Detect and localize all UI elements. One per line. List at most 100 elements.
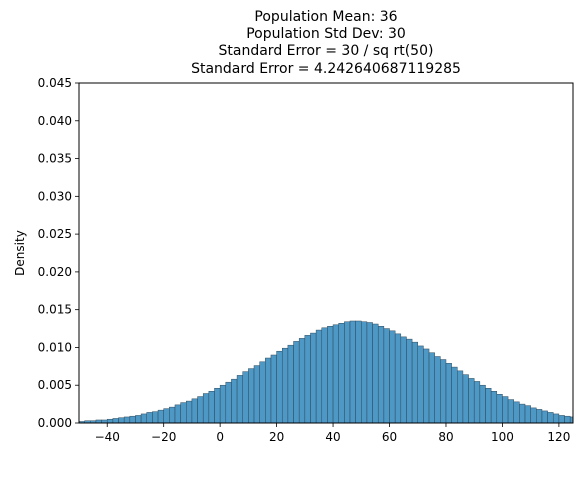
histogram-bar — [270, 354, 277, 424]
histogram-bar — [366, 322, 373, 424]
x-tick-label: 20 — [269, 430, 284, 444]
histogram-bar — [445, 363, 452, 424]
histogram-bar — [304, 335, 311, 424]
histogram-bar — [338, 323, 345, 424]
histogram-bar — [423, 348, 430, 424]
title-line-3: Standard Error = 30 / sq rt(50) — [219, 43, 434, 59]
histogram-bar — [485, 387, 492, 424]
histogram-bar — [197, 396, 204, 424]
histogram-bar — [462, 374, 469, 424]
y-tick-label: 0.005 — [38, 378, 72, 392]
histogram-bar — [287, 344, 294, 424]
histogram-bar — [502, 396, 509, 424]
x-tick-label: 60 — [382, 430, 397, 444]
histogram-bar — [186, 400, 193, 424]
y-tick-label: 0.000 — [38, 416, 72, 430]
histogram-bar — [253, 365, 260, 424]
histogram-bar — [225, 381, 232, 424]
histogram-bar — [248, 368, 255, 424]
histogram-bar — [451, 366, 458, 424]
histogram-bar — [389, 330, 396, 424]
histogram-bar — [377, 326, 385, 424]
histogram-bar — [327, 326, 334, 424]
histogram-bar — [513, 401, 520, 424]
histogram-bar — [135, 415, 142, 424]
histogram-bar — [106, 418, 114, 424]
histogram-bar — [219, 384, 227, 424]
histogram-bar — [468, 378, 475, 424]
title-line-1: Population Mean: 36 — [254, 9, 397, 25]
histogram-bar — [265, 357, 272, 424]
histogram-bar — [524, 405, 531, 424]
x-tick-label: 0 — [216, 430, 224, 444]
x-tick-label: 40 — [325, 430, 340, 444]
x-tick-label: 80 — [438, 430, 453, 444]
histogram-bar — [519, 403, 526, 424]
histogram-bar — [417, 345, 424, 424]
histogram-bar — [140, 413, 147, 424]
histogram-bar — [298, 338, 306, 424]
histogram-bar — [315, 329, 323, 424]
histogram-bar — [536, 409, 543, 424]
histogram-bar — [530, 407, 537, 424]
histogram-bar — [180, 402, 187, 424]
histogram-bar — [281, 347, 289, 424]
histogram-bar — [434, 356, 441, 424]
histogram-bar — [276, 350, 283, 424]
histogram-bar — [383, 328, 390, 424]
histogram-bar — [152, 411, 159, 424]
histogram-bar — [118, 417, 125, 424]
histogram-bar — [490, 391, 498, 424]
y-axis-ticks: 0.000 0.005 0.010 0.015 0.020 0.025 0.030 0.035… — [38, 76, 79, 430]
y-tick-label: 0.035 — [38, 152, 72, 166]
histogram-bar — [564, 415, 571, 424]
x-tick-label: 100 — [491, 430, 514, 444]
y-tick-label: 0.020 — [38, 265, 72, 279]
chart-title: Population Mean: 36 Population Std Dev: … — [191, 9, 461, 77]
y-tick-label: 0.015 — [38, 303, 72, 317]
histogram-bar — [479, 384, 486, 424]
histogram-bar — [411, 341, 418, 424]
histogram-bar — [473, 381, 481, 424]
histogram-bar — [242, 371, 249, 424]
y-tick-label: 0.010 — [38, 340, 72, 354]
histogram-bar — [361, 321, 368, 424]
histogram-bar — [129, 415, 136, 424]
y-tick-label: 0.025 — [38, 227, 72, 241]
x-axis-ticks: −40 −20 0 20 40 60 80 100 120 — [95, 423, 570, 444]
histogram-bar — [406, 338, 413, 424]
y-tick-label: 0.030 — [38, 189, 72, 203]
histogram-bar — [344, 321, 351, 424]
histogram-bar — [259, 361, 266, 424]
histogram-bar — [547, 412, 554, 424]
histogram-bar — [440, 359, 447, 424]
histogram-bar — [163, 408, 170, 424]
histogram-bar — [372, 323, 379, 424]
histogram-bar — [236, 375, 243, 424]
histogram-bar — [208, 391, 215, 424]
histogram-bar — [202, 393, 210, 424]
histogram-bar — [310, 332, 317, 424]
histogram-bar — [400, 336, 407, 424]
histogram-bar — [558, 415, 565, 424]
histogram-bar — [321, 327, 328, 424]
histogram-bar — [355, 320, 362, 424]
histogram-bar — [293, 341, 300, 424]
y-axis-label: Density — [13, 230, 27, 276]
title-line-4: Standard Error = 4.242640687119285 — [191, 61, 461, 77]
histogram-bar — [457, 370, 464, 424]
x-tick-label: 120 — [547, 430, 570, 444]
histogram-bar — [191, 398, 198, 424]
histogram-bar — [394, 333, 402, 424]
histogram-bar — [349, 320, 356, 424]
x-tick-label: −20 — [151, 430, 176, 444]
y-tick-label: 0.040 — [38, 114, 72, 128]
histogram-bar — [496, 394, 503, 424]
histogram-bar — [552, 413, 560, 424]
histogram-bar — [112, 418, 119, 424]
histogram-bar — [169, 406, 176, 424]
histogram-bar — [214, 387, 221, 424]
histogram-bar — [174, 404, 181, 424]
histogram-bar — [231, 378, 238, 424]
